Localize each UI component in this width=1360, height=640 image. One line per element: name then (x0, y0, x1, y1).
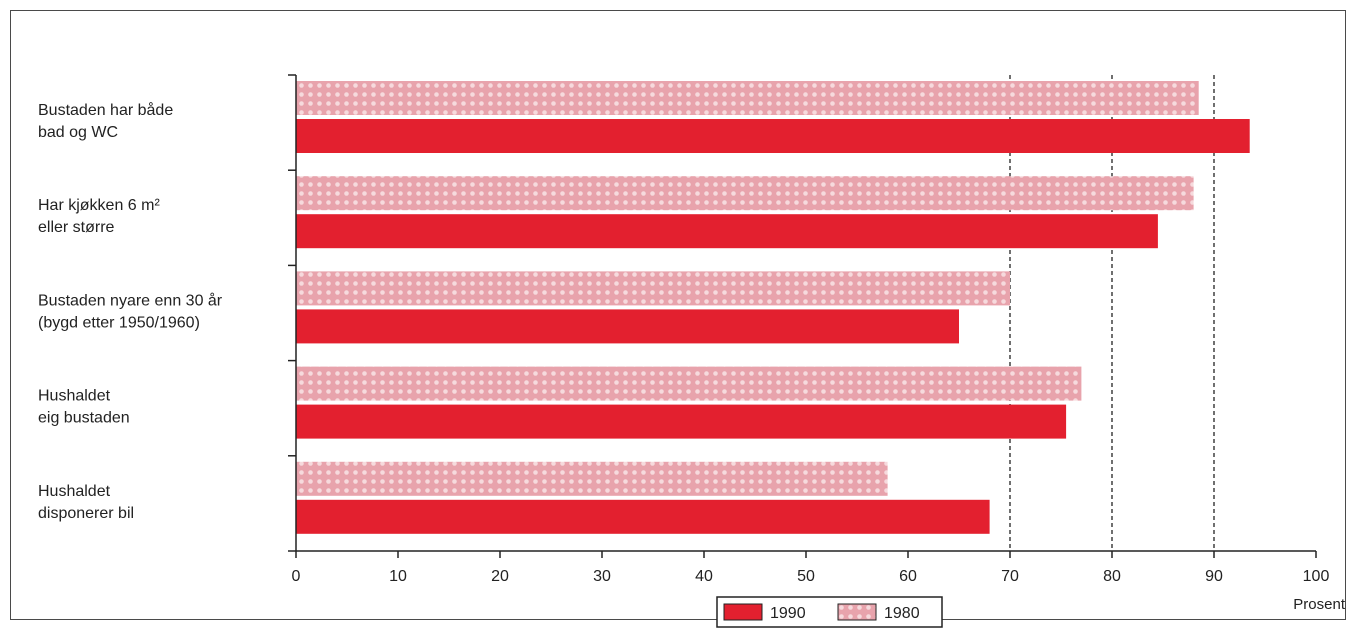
bars-layer (296, 81, 1250, 534)
bar-1990-4 (296, 499, 990, 534)
legend-swatch-1990 (723, 603, 763, 621)
x-axis-unit-label: Prosent (1293, 596, 1346, 613)
bar-1990-3 (296, 404, 1067, 439)
category-label-2-line-0: Bustaden nyare enn 30 år (38, 291, 223, 309)
category-label-3-line-0: Hushaldet (38, 388, 111, 405)
category-label-0-line-0: Bustaden har både (38, 101, 173, 119)
bar-1990-1 (296, 214, 1158, 249)
bar-1980-1 (296, 176, 1194, 211)
bar-1980-0 (296, 81, 1199, 115)
category-label-2-line-1: (bygd etter 1950/1960) (38, 314, 200, 331)
x-tick-label-90: 90 (1205, 568, 1223, 585)
x-tick-label-50: 50 (797, 568, 815, 585)
axes-layer (288, 74, 1317, 558)
bar-1980-3 (296, 366, 1082, 401)
legend-label-1990: 1990 (770, 605, 806, 622)
x-tick-label-30: 30 (593, 568, 611, 585)
legend: 1990 1980 (716, 596, 943, 628)
x-tick-label-0: 0 (292, 568, 301, 585)
bar-1980-2 (296, 271, 1010, 306)
bar-1990-0 (296, 119, 1250, 153)
x-tick-label-100: 100 (1303, 568, 1330, 585)
category-label-3-line-1: eig bustaden (38, 410, 130, 427)
category-label-1-line-0: Har kjøkken 6 m² (38, 197, 160, 214)
x-tick-label-20: 20 (491, 568, 509, 585)
x-tick-label-70: 70 (1001, 568, 1019, 585)
x-tick-label-60: 60 (899, 568, 917, 585)
category-label-0-line-1: bad og WC (38, 124, 118, 141)
x-tick-label-10: 10 (389, 568, 407, 585)
bar-1990-2 (296, 309, 959, 344)
category-label-4-line-1: disponerer bil (38, 505, 134, 522)
category-label-1-line-1: eller større (38, 219, 115, 236)
grid-layer (1009, 75, 1215, 551)
x-tick-label-80: 80 (1103, 568, 1121, 585)
bar-1980-4 (296, 461, 888, 496)
labels-layer: 0 10 20 30 40 50 60 70 80 90 100 Bustaden har både b… (38, 101, 1329, 585)
x-tick-label-40: 40 (695, 568, 713, 585)
legend-swatch-1980 (837, 603, 877, 621)
category-label-4-line-0: Hushaldet (38, 483, 111, 500)
legend-label-1980: 1980 (884, 605, 920, 622)
